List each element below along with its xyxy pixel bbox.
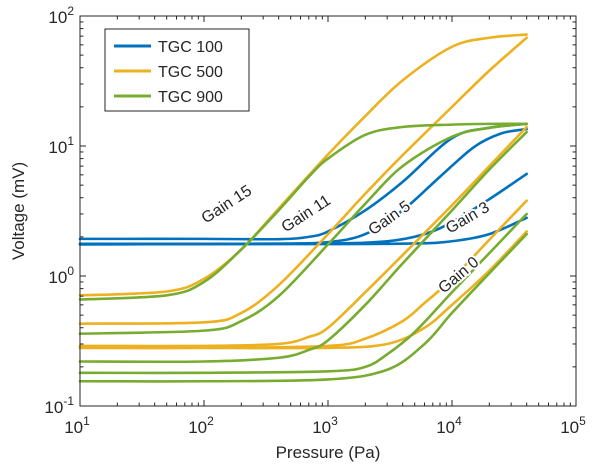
- x-tick-label: 105: [560, 414, 586, 437]
- legend-label-tgc-100: TGC 100: [158, 39, 223, 56]
- x-tick-label: 102: [188, 414, 214, 437]
- series-line-tgc-900-gain-3: [78, 212, 528, 375]
- x-tick-label: 101: [64, 414, 90, 437]
- legend-label-tgc-900: TGC 900: [158, 89, 223, 106]
- series-line-tgc-500-gain-11: [78, 36, 528, 325]
- series-line-tgc-100-gain-0: [78, 216, 528, 246]
- legend: TGC 100 TGC 500 TGC 900: [104, 28, 250, 112]
- series-line-tgc-500-gain-0: [78, 230, 528, 350]
- x-tick-label: 104: [436, 414, 462, 437]
- series-line-tgc-900-gain-11: [78, 122, 528, 335]
- x-tick-label: 103: [312, 414, 338, 437]
- series-line-tgc-900-gain-0: [78, 232, 528, 383]
- curves: [78, 33, 528, 383]
- legend-label-tgc-500: TGC 500: [158, 64, 223, 81]
- axes: 101 102 103 104 105 10-1 100 101 102: [44, 4, 586, 437]
- series-line-tgc-500-gain-5: [78, 125, 528, 348]
- y-tick-label: 100: [48, 264, 74, 287]
- series-line-tgc-500-gain-15: [78, 33, 528, 297]
- x-axis-title: Pressure (Pa): [276, 443, 381, 462]
- y-axis-title: Voltage (mV): [9, 162, 28, 260]
- series-line-tgc-900-gain-15: [78, 122, 528, 301]
- y-tick-label: 102: [48, 4, 74, 27]
- y-tick-label: 10-1: [44, 394, 74, 417]
- series-line-tgc-900-gain-5: [78, 130, 528, 364]
- y-tick-label: 101: [48, 134, 74, 157]
